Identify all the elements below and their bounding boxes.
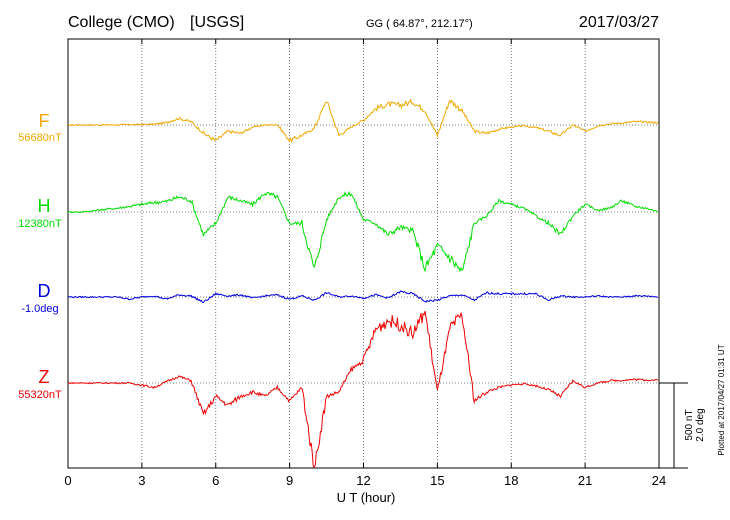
x-tick-label: 3 (138, 473, 145, 488)
x-ticks: 0 3 6 9 12 15 18 21 24 (64, 39, 666, 488)
baseline-h: 12380nT (18, 218, 62, 230)
x-tick-label: 9 (286, 473, 293, 488)
x-tick-label: 6 (212, 473, 219, 488)
scale-bar (659, 382, 688, 469)
grid-lines (68, 39, 659, 468)
label-h: H (38, 196, 51, 216)
x-tick-label: 18 (504, 473, 518, 488)
x-axis-label: U T (hour) (337, 490, 396, 505)
x-tick-label: 21 (578, 473, 592, 488)
plot-frame (67, 38, 660, 469)
date-label: 2017/03/27 (579, 14, 659, 31)
series-line-d (67, 290, 659, 304)
series-line-z (67, 310, 658, 468)
label-d: D (38, 281, 51, 301)
network-label: [USGS] (190, 14, 244, 31)
scale-field: 500 nT (684, 409, 695, 440)
label-f: F (39, 111, 50, 131)
x-tick-label: 24 (652, 473, 666, 488)
baseline-z: 55320nT (18, 389, 62, 401)
x-tick-label: 12 (356, 473, 370, 488)
series-line-h (67, 190, 658, 273)
x-tick-label: 0 (64, 473, 71, 488)
x-tick-label: 15 (430, 473, 444, 488)
traces (67, 98, 659, 468)
plotted-footnote: Plotted at 2017/04/27 01:31 UT (717, 344, 726, 455)
scale-angle: 2.0 deg (695, 408, 706, 441)
series-line-f (67, 98, 659, 144)
label-z: Z (39, 367, 50, 387)
station-title: College (CMO) (68, 14, 175, 31)
coords-label: GG ( 64.87°, 212.17°) (366, 18, 473, 30)
baseline-d: -1.0deg (21, 303, 58, 315)
baseline-f: 56680nT (18, 132, 62, 144)
